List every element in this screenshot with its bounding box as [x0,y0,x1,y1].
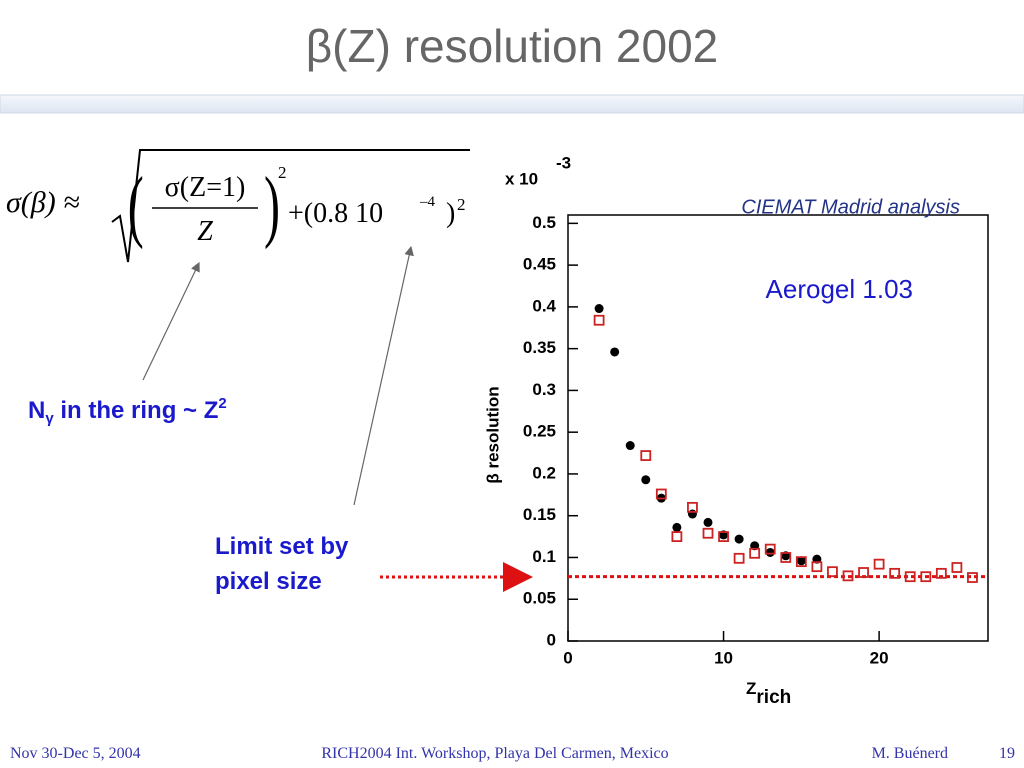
y-axis-label: β resolution [483,386,502,483]
point [687,509,697,519]
point [967,572,978,583]
plot-frame [567,214,989,642]
multiplier-exp: -3 [556,153,571,172]
formula: σ(β) ≈ ( σ(Z=1) Z ) 2 +(0.8 10 –4 ) 2 [6,149,470,263]
footer: Nov 30-Dec 5, 2004 RICH2004 Int. Worksho… [10,745,1015,762]
footer-left: Nov 30-Dec 5, 2004 [10,745,141,762]
slide-title: β(Z) resolution 2002 [306,20,719,72]
point [842,570,854,582]
point [935,567,947,579]
point [610,347,620,357]
point [764,543,776,555]
note-sup: 2 [218,395,226,412]
y-tick-label: 0.5 [532,213,556,232]
point [625,441,635,451]
point [594,304,604,314]
formula-exp2: 2 [457,195,466,214]
formula-lhs: σ(β) ≈ [6,186,80,219]
y-tick-label: 0.4 [532,296,556,315]
y-tick-label: 0.45 [523,255,556,274]
y-tick-label: 0.05 [523,589,556,608]
point [702,527,714,539]
x-axis-label: Zrich [746,679,791,708]
point [811,561,823,573]
point [718,531,729,542]
annotation: Aerogel 1.03 [766,274,913,304]
point [703,517,713,527]
point [920,571,932,583]
point [734,534,744,544]
formula-term: +(0.8 10 [288,198,383,229]
y-tick-label: 0.25 [523,422,556,441]
x-axis-label-sub: rich [756,687,791,708]
formula-exp1: 2 [278,163,287,182]
formula-term-close: ) [446,198,455,229]
multiplier: x 10 [505,169,538,188]
footer-author: M. Buénerd [872,745,948,762]
note-part: in the ring ~ Z [54,397,219,424]
point [904,571,916,583]
denominator: Z [197,216,213,247]
point [780,552,792,563]
point [641,475,651,485]
point [889,567,901,579]
point [951,562,963,573]
footer-center: RICH2004 Int. Workshop, Playa Del Carmen… [321,745,668,762]
point [749,547,761,559]
numerator: σ(Z=1) [165,172,246,203]
point [873,558,885,570]
close-paren: ) [264,162,280,251]
point [640,450,652,461]
title-bar [0,94,1024,114]
point [672,522,682,532]
note-ngamma: Nγ in the ring ~ Z2 [28,395,227,427]
point [858,567,869,578]
sqrt-sign [111,149,470,263]
page-number: 19 [999,745,1015,762]
point [687,501,698,513]
point [655,488,667,500]
note-part: N [28,397,45,424]
y-tick-label: 0.15 [523,505,556,524]
point [796,556,806,566]
point [795,556,807,568]
point [593,314,605,326]
point [827,566,838,578]
note-limit-2: pixel size [215,568,322,595]
chart: 0 0.05 0.1 0.15 0.2 0.25 0.3 0.35 0.4 0.45 0.5 0 10 2… [483,153,989,708]
note-limit-1: Limit set by [215,533,349,560]
x-tick-label: 10 [714,648,733,667]
x-tick-label: 0 [563,648,572,667]
note-sub: γ [45,410,54,427]
x-tick-label: 20 [870,648,889,667]
annotation: CIEMAT Madrid analysis [741,196,960,218]
arrow [142,261,200,381]
formula-term-exp: –4 [419,194,436,210]
x-axis-label-main: Z [746,679,756,698]
y-tick-label: 0.1 [532,547,556,566]
y-tick-label: 0.35 [523,338,556,357]
y-tick-label: 0.2 [532,463,556,482]
point [765,547,775,557]
y-tick-label: 0 [547,630,556,649]
point [733,552,745,564]
point [671,531,683,542]
arrow [353,245,414,506]
open-paren: ( [128,162,144,251]
y-tick-label: 0.3 [532,380,556,399]
